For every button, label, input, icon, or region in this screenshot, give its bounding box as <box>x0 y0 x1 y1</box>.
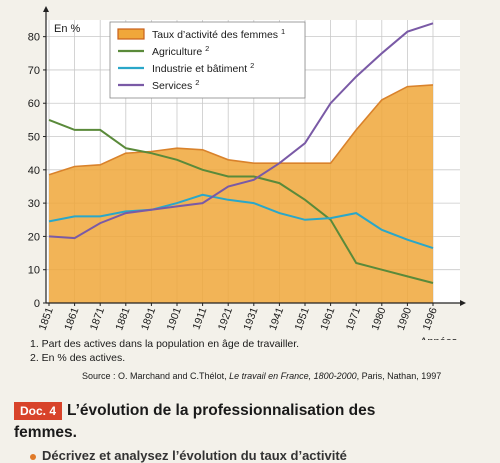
x-tick-label: 1881 <box>113 306 132 332</box>
y-axis-arrow-icon <box>43 6 49 12</box>
x-tick-label: 1921 <box>216 306 235 332</box>
x-tick-label: 1861 <box>62 306 81 332</box>
y-tick-label: 60 <box>28 98 40 110</box>
doc-badge: Doc. 4 <box>14 402 63 420</box>
x-tick-label: 1980 <box>369 306 388 332</box>
footnotes: 1. Part des actives dans la population e… <box>30 337 299 365</box>
legend-label-footnote-ref: 2 <box>195 78 199 87</box>
y-tick-label: 30 <box>28 198 40 210</box>
x-tick-label: 1891 <box>139 306 158 332</box>
y-tick-label: 0 <box>34 298 40 310</box>
x-tick-label: 1931 <box>241 306 260 332</box>
legend-label: Agriculture 2 <box>152 44 209 58</box>
x-tick-label: 1990 <box>395 306 414 332</box>
legend-label: Services 2 <box>152 78 199 92</box>
legend-label: Industrie et bâtiment 2 <box>152 61 254 75</box>
question-text: Décrivez et analysez l’évolution du taux… <box>30 448 347 463</box>
legend-label-footnote-ref: 1 <box>281 27 285 36</box>
x-tick-label: 1871 <box>88 306 107 332</box>
source-book-title: Le travail en France, 1800-2000 <box>229 371 357 381</box>
series-line <box>48 22 434 240</box>
x-tick-label: 1911 <box>190 306 209 331</box>
footnote-1: 1. Part des actives dans la population e… <box>30 338 300 350</box>
source-citation: Source : O. Marchand and C.Thélot, Le tr… <box>82 371 441 381</box>
series-line <box>48 118 434 284</box>
y-tick-label: 40 <box>28 165 40 177</box>
doc-title-line2: femmes. <box>14 424 77 441</box>
x-tick-label: 1961 <box>318 306 337 332</box>
x-tick-label: 1996 <box>421 306 440 332</box>
source-suffix: , Paris, Nathan, 1997 <box>356 371 442 381</box>
legend-label-footnote-ref: 2 <box>250 61 254 70</box>
x-tick-label: 1951 <box>293 306 312 332</box>
legend-label: Taux d’activité des femmes 1 <box>152 27 285 41</box>
x-axis-label: Années <box>420 336 458 340</box>
y-tick-label: 80 <box>28 32 40 44</box>
x-tick-label: 1901 <box>165 306 184 332</box>
y-tick-label: 70 <box>28 65 40 77</box>
document-header: Doc. 4 L’évolution de la professionnalis… <box>14 402 375 420</box>
legend-swatch <box>117 28 145 40</box>
x-tick-label: 1971 <box>344 306 363 332</box>
legend-label-footnote-ref: 2 <box>205 44 209 53</box>
x-axis-arrow-icon <box>460 300 466 306</box>
y-tick-label: 20 <box>28 231 40 243</box>
x-tick-label: 1941 <box>267 306 286 332</box>
bullet-icon <box>30 453 36 460</box>
question-text-label: Décrivez et analysez l’évolution du taux… <box>42 448 347 463</box>
series-area <box>49 84 433 304</box>
footnote-2: 2. En % des actives. <box>30 352 126 364</box>
doc-title: L’évolution de la professionnalisation d… <box>67 402 376 419</box>
y-tick-label: 50 <box>28 132 40 144</box>
y-axis-label: En % <box>54 23 81 35</box>
series-line <box>48 193 434 250</box>
series-area-outline <box>48 84 434 176</box>
source-prefix: Source : O. Marchand and C.Thélot, <box>82 371 230 381</box>
y-tick-label: 10 <box>28 265 40 277</box>
